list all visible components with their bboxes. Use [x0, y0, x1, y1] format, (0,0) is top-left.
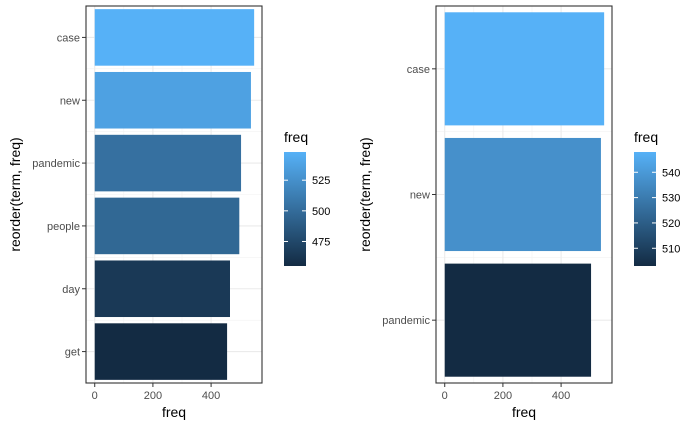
y-tick-label-case: case — [407, 64, 430, 76]
bar-people — [94, 197, 240, 255]
x-tick-label: 200 — [494, 390, 512, 402]
bar-pandemic — [94, 134, 242, 192]
x-axis: 0 200 400 — [442, 383, 570, 402]
plot-border — [85, 5, 263, 384]
y-axis-title: reorder(term, freq) — [7, 137, 23, 251]
legend-colorbar — [634, 152, 656, 266]
y-axis: case new pandemic people day get — [32, 32, 86, 359]
bar-new — [444, 137, 601, 252]
y-tick-label-pandemic: pandemic — [32, 158, 80, 170]
legend-label: 540 — [662, 167, 680, 179]
y-tick-label-case: case — [57, 32, 80, 44]
x-tick-label: 0 — [92, 390, 98, 402]
legend-title: freq — [284, 129, 308, 145]
y-tick-label-get: get — [65, 347, 80, 359]
y-tick-label-people: people — [47, 221, 80, 233]
y-tick-label-new: new — [60, 95, 80, 107]
bar-case — [94, 9, 255, 66]
x-tick-label: 200 — [144, 390, 162, 402]
y-tick-label-day: day — [62, 284, 80, 296]
legend-label: 510 — [662, 243, 680, 255]
legend-label: 520 — [662, 218, 680, 230]
x-axis-title: freq — [512, 404, 536, 420]
x-tick-label: 400 — [552, 390, 570, 402]
chart-panel-1: case new pandemic people day get 0 200 400 freq re… — [7, 5, 330, 420]
y-tick-label-new: new — [410, 190, 430, 202]
bars — [444, 12, 605, 377]
y-tick-label-pandemic: pandemic — [382, 315, 430, 327]
legend-colorbar — [284, 152, 306, 266]
bar-pandemic — [444, 263, 592, 377]
chart-panel-2: case new pandemic 0 200 400 freq reorder(term, … — [357, 5, 680, 420]
bar-new — [94, 71, 251, 129]
bar-day — [94, 260, 231, 318]
y-axis-title: reorder(term, freq) — [357, 137, 373, 251]
bars — [94, 9, 255, 380]
y-axis: case new pandemic — [382, 64, 436, 327]
x-axis-title: freq — [162, 404, 186, 420]
legend-label: 475 — [312, 236, 330, 248]
legend-title: freq — [634, 129, 658, 145]
bar-case — [444, 12, 605, 126]
legend-label: 500 — [312, 206, 330, 218]
legend-label: 530 — [662, 193, 680, 205]
x-axis: 0 200 400 — [92, 383, 220, 402]
x-tick-label: 0 — [442, 390, 448, 402]
legend: freq 475 500 525 — [284, 129, 330, 266]
x-tick-label: 400 — [202, 390, 220, 402]
legend-label: 525 — [312, 175, 330, 187]
legend: freq 510 520 530 540 — [634, 129, 680, 266]
bar-get — [94, 323, 228, 380]
